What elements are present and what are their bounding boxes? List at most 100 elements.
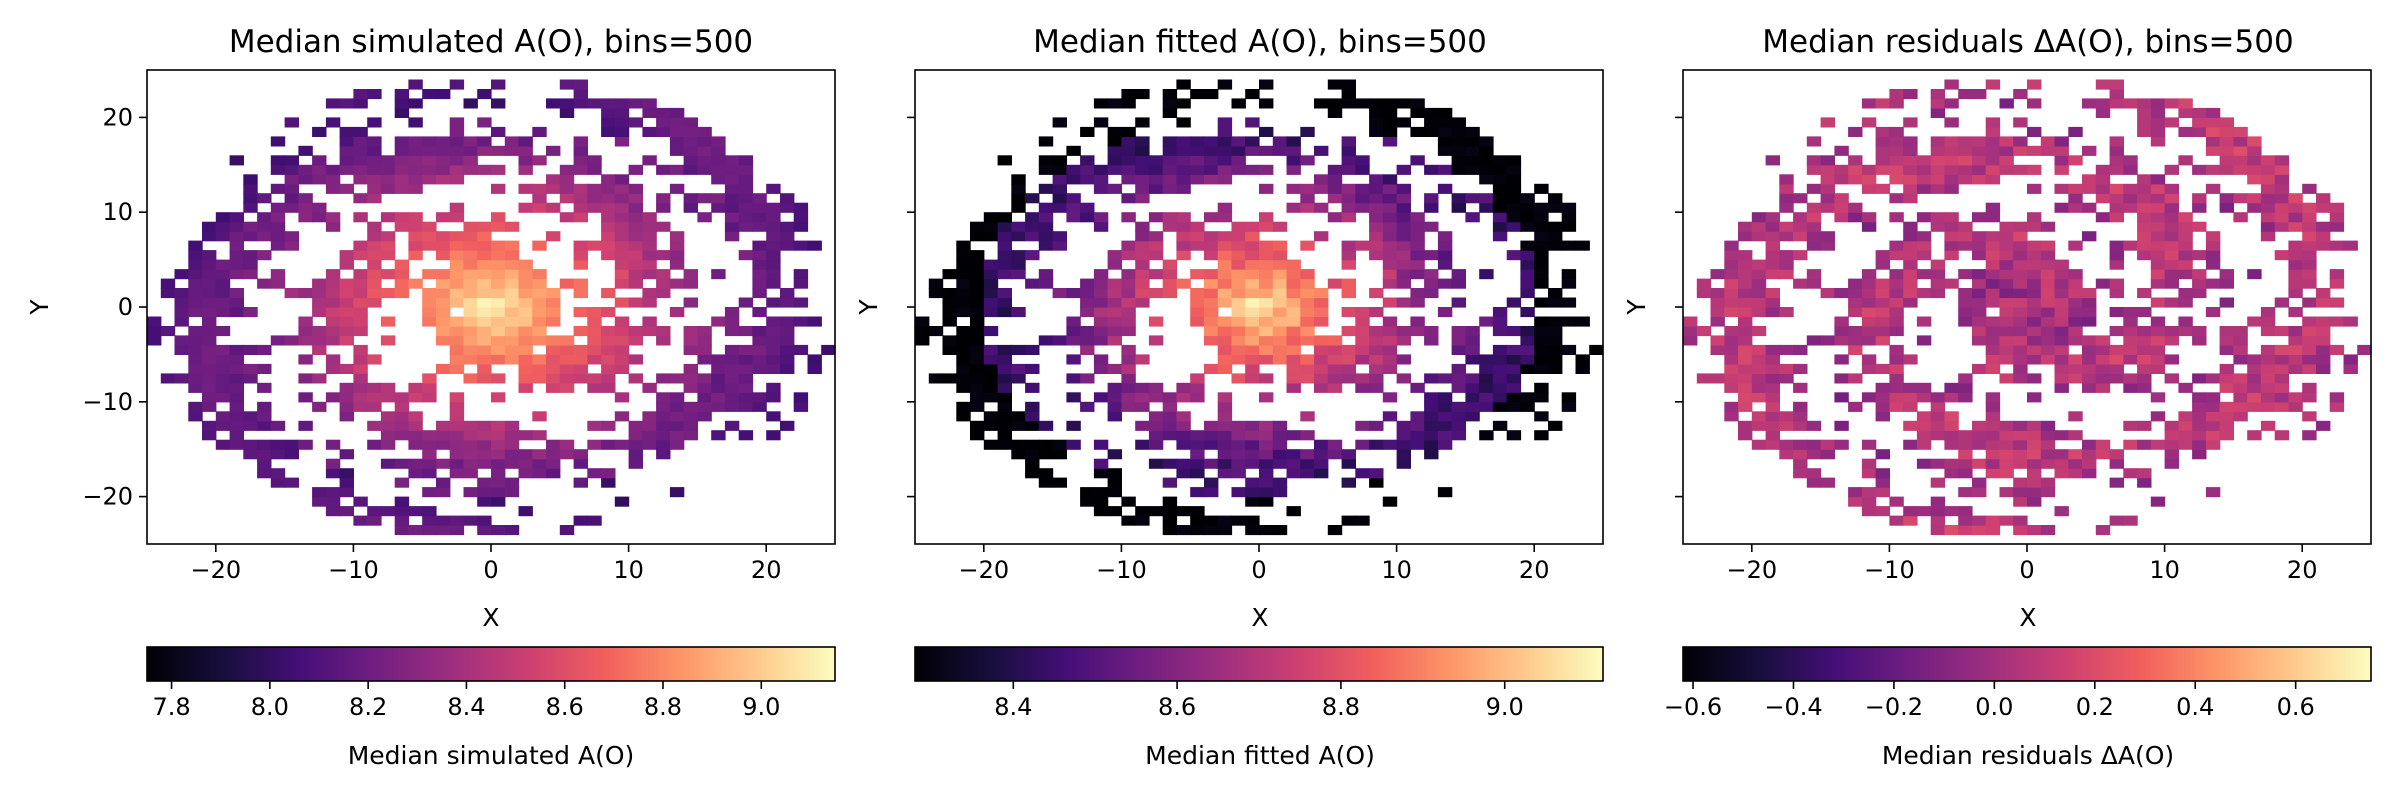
heatmap-cell xyxy=(1107,183,1122,194)
heatmap-cell xyxy=(1327,344,1343,355)
heatmap-cell xyxy=(2027,297,2042,308)
heatmap-cell xyxy=(1985,401,2001,412)
heatmap-cell xyxy=(1396,221,1411,232)
heatmap-cell xyxy=(1437,136,1453,147)
heatmap-cell xyxy=(1204,212,1219,223)
heatmap-cell xyxy=(2164,439,2179,450)
heatmap-cell xyxy=(436,439,451,450)
x-tick-label: −20 xyxy=(190,556,241,584)
heatmap-cell xyxy=(436,458,451,469)
heatmap-cell xyxy=(1751,221,1767,232)
colorbar-tick-label: 8.6 xyxy=(1158,693,1196,721)
heatmap-cell xyxy=(1751,307,1767,318)
heatmap-cell xyxy=(1548,420,1563,431)
heatmap-cell xyxy=(1272,221,1288,232)
heatmap-cell xyxy=(1437,117,1453,128)
heatmap-cell xyxy=(738,392,754,403)
heatmap-cell xyxy=(724,183,740,194)
heatmap-cell xyxy=(394,89,410,100)
heatmap-cell xyxy=(2027,183,2042,194)
heatmap-cell xyxy=(2260,354,2276,365)
heatmap-cell xyxy=(1424,449,1439,460)
heatmap-cell xyxy=(970,307,985,318)
heatmap-cell xyxy=(1369,382,1384,393)
heatmap-cell xyxy=(1341,458,1356,469)
heatmap-cell xyxy=(997,392,1012,403)
heatmap-cell xyxy=(1341,212,1356,223)
y-axis xyxy=(907,116,915,498)
heatmap-cell xyxy=(491,221,506,232)
heatmap-cell xyxy=(380,250,396,261)
heatmap-cell xyxy=(766,411,781,422)
heatmap-cell xyxy=(1999,487,2014,498)
heatmap-cell xyxy=(1710,373,1725,384)
heatmap-cell xyxy=(2274,164,2290,175)
heatmap-cell xyxy=(1300,430,1315,441)
heatmap-cell xyxy=(711,193,726,204)
heatmap-cell xyxy=(2178,316,2193,327)
heatmap-cell xyxy=(1875,392,1890,403)
heatmap-cell xyxy=(1300,468,1315,479)
heatmap-cell xyxy=(202,373,217,384)
heatmap-cell xyxy=(983,297,999,308)
heatmap-cell xyxy=(1944,164,1959,175)
heatmap-cell xyxy=(997,269,1012,280)
heatmap-cell xyxy=(2164,164,2179,175)
heatmap-cell xyxy=(1492,174,1508,185)
heatmap-cell xyxy=(1245,117,1260,128)
heatmap-cell xyxy=(2013,496,2028,507)
heatmap-cell xyxy=(1683,316,1698,327)
heatmap-cell xyxy=(2027,344,2042,355)
heatmap-cell xyxy=(546,231,561,242)
heatmap-cell xyxy=(1382,392,1398,403)
heatmap-cell xyxy=(1999,98,2014,109)
heatmap-cell xyxy=(1534,278,1549,289)
heatmap-cell xyxy=(174,373,189,384)
heatmap-cell xyxy=(614,136,630,147)
heatmap-cell xyxy=(1779,439,1794,450)
heatmap-cell xyxy=(1327,193,1343,204)
heatmap-cell xyxy=(1396,250,1411,261)
heatmap-cell xyxy=(983,259,999,270)
heatmap-cell xyxy=(449,231,465,242)
heatmap-cell xyxy=(353,250,368,261)
heatmap-cell xyxy=(793,297,809,308)
heatmap-cell xyxy=(669,373,685,384)
heatmap-cell xyxy=(2013,354,2028,365)
heatmap-cell xyxy=(1492,316,1508,327)
heatmap-cell xyxy=(353,155,368,166)
heatmap-cell xyxy=(422,382,437,393)
heatmap-cell xyxy=(1724,307,1739,318)
heatmap-cell xyxy=(1286,164,1301,175)
heatmap-cell xyxy=(1437,231,1453,242)
heatmap-cell xyxy=(711,392,726,403)
heatmap-cell xyxy=(2150,231,2166,242)
heatmap-cell xyxy=(2260,382,2276,393)
heatmap-cell xyxy=(1396,193,1411,204)
heatmap-cell xyxy=(1217,326,1233,337)
heatmap-cell xyxy=(367,259,382,270)
heatmap-cell xyxy=(1121,164,1136,175)
colorbar-ticks: −0.6 −0.4 −0.2 0.0 0.2 0.4 0.6 xyxy=(1664,681,2315,721)
heatmap-cell xyxy=(1724,326,1739,337)
heatmap-cell xyxy=(2109,259,2124,270)
heatmap-cell xyxy=(2123,515,2138,526)
heatmap-cell xyxy=(2302,269,2317,280)
heatmap-cell xyxy=(1451,278,1466,289)
heatmap-cell xyxy=(2219,335,2234,346)
heatmap-cell xyxy=(284,288,299,299)
heatmap-cell xyxy=(1369,117,1384,128)
heatmap-cell xyxy=(559,373,575,384)
heatmap-cell xyxy=(1930,221,1946,232)
heatmap-cell xyxy=(449,392,465,403)
heatmap-cell xyxy=(821,344,836,355)
heatmap-cell xyxy=(956,269,971,280)
colorbar-tick-label: 9.0 xyxy=(1486,693,1524,721)
heatmap-cell xyxy=(1985,136,2001,147)
heatmap-cell xyxy=(463,297,478,308)
heatmap-cell xyxy=(1231,288,1246,299)
heatmap-cell xyxy=(477,269,492,280)
heatmap-cell xyxy=(449,269,465,280)
heatmap-cell xyxy=(1834,373,1849,384)
heatmap-cell xyxy=(1985,288,2001,299)
